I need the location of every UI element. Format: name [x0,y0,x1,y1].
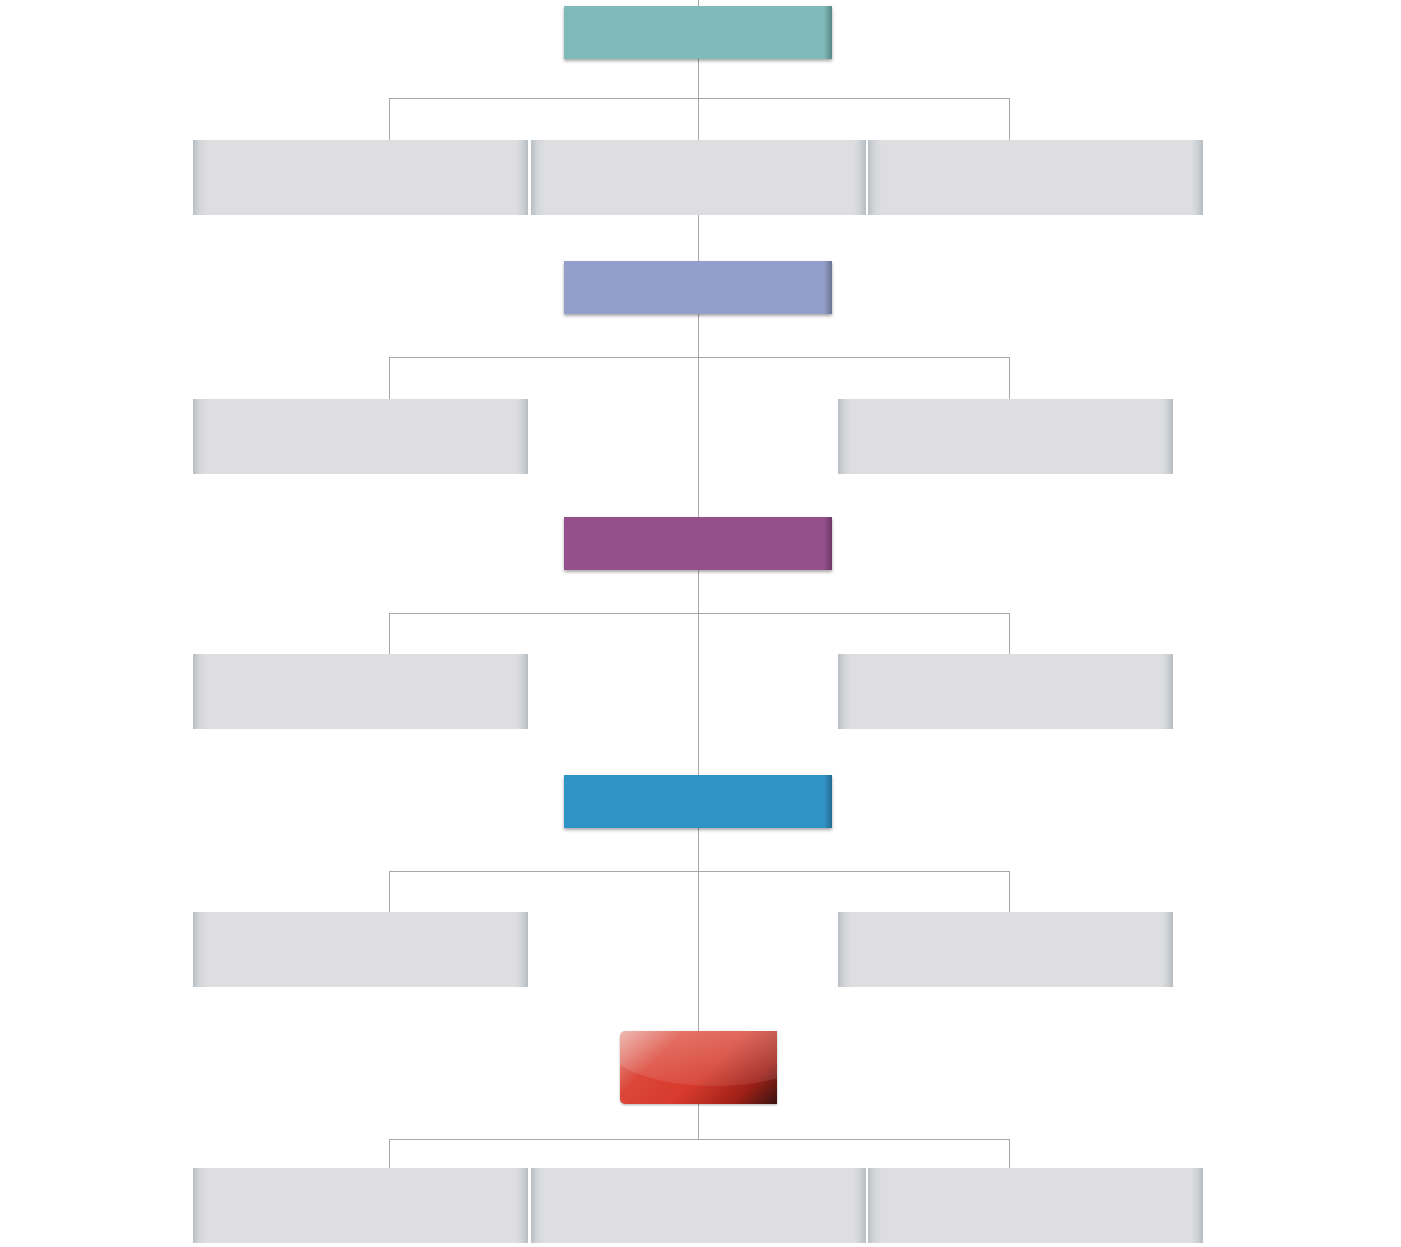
level-1-child-box [868,140,1203,215]
level-2-header [564,261,832,314]
level-5-glossy-header [620,1031,777,1104]
level-5-right-drop [1009,1139,1010,1168]
level-5-child-box [868,1168,1203,1243]
level-5-child-box [193,1168,528,1243]
gloss-highlight [620,1031,777,1086]
level-3-child-box [193,654,528,729]
level-3-child-box [838,654,1173,729]
level-1-header [564,6,832,59]
level-3-header [564,517,832,570]
level-4-left-drop [389,871,390,912]
level-1-child-box [193,140,528,215]
level-3-right-drop [1009,613,1010,654]
level-4-right-drop [1009,871,1010,912]
level-1-branch-connector [389,98,1010,99]
level-2-child-box [193,399,528,474]
level-2-branch-connector [389,357,1010,358]
level-5-child-box [531,1168,866,1243]
level-5-branch-connector [389,1139,1010,1140]
level-2-right-drop [1009,357,1010,399]
level-1-right-drop [1009,98,1010,140]
level-1-left-drop [389,98,390,140]
spine-connector [698,0,699,1140]
level-2-child-box [838,399,1173,474]
level-4-header [564,775,832,828]
level-4-branch-connector [389,871,1010,872]
level-2-left-drop [389,357,390,399]
level-4-child-box [193,912,528,987]
level-3-left-drop [389,613,390,654]
level-5-left-drop [389,1139,390,1168]
level-1-child-box [531,140,866,215]
level-4-child-box [838,912,1173,987]
level-3-branch-connector [389,613,1010,614]
